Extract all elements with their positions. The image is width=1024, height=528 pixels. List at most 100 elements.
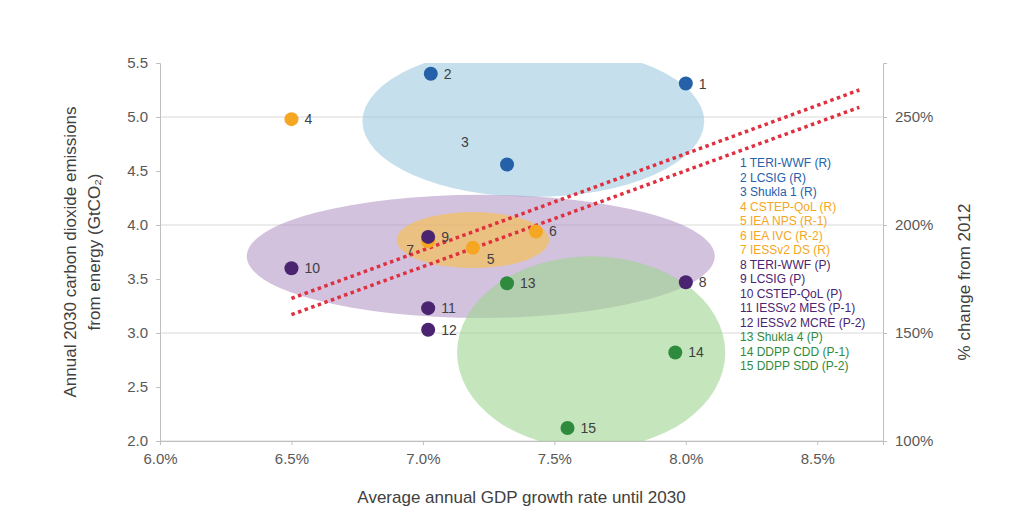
- tick-mark: [291, 441, 292, 445]
- legend-entry: 3 Shukla 1 (R): [740, 185, 817, 199]
- point-label: 7: [406, 242, 414, 258]
- legend-entry: 10 CSTEP-QoL (P): [740, 287, 842, 301]
- region-ellipse: [362, 63, 704, 197]
- tick-mark: [423, 441, 424, 445]
- tick-label: 2.5: [127, 378, 148, 395]
- tick-label: 4.0: [127, 216, 148, 233]
- tick-label: 3.0: [127, 324, 148, 341]
- tick-label: 6.5%: [275, 450, 309, 467]
- point: [421, 323, 435, 337]
- tick-label: 7.0%: [406, 450, 440, 467]
- point-label: 3: [461, 134, 469, 150]
- tick-mark: [883, 117, 887, 118]
- tick: 6.0%: [143, 441, 177, 467]
- point: [500, 158, 514, 172]
- axis-line: [156, 64, 161, 442]
- tick-label: 7.5%: [538, 450, 572, 467]
- point-label: 2: [444, 66, 452, 82]
- tick-mark: [156, 225, 160, 226]
- tick: 8.5%: [801, 441, 835, 467]
- y-axis: 2.0 2.5 3.0 3.5 4.0 4.5 5.0 5.5: [127, 54, 160, 449]
- y-axis-title: Annual 2030 carbon dioxide emissions: [61, 106, 80, 397]
- point-label: 4: [304, 111, 312, 127]
- legend-entry: 8 TERI-WWF (P): [740, 258, 830, 272]
- tick-label: 6.0%: [143, 450, 177, 467]
- legend-entry: 2 LCSIG (R): [740, 171, 806, 185]
- point: [561, 421, 575, 435]
- tick-label: 3.5: [127, 270, 148, 287]
- tick: 4.0: [127, 216, 160, 233]
- tick-mark: [156, 63, 160, 64]
- tick-mark: [817, 441, 818, 445]
- tick-mark: [156, 333, 160, 334]
- tick-label: 2.0: [127, 432, 148, 449]
- tick-label: 5.5: [127, 54, 148, 71]
- tick-label: 150%: [895, 324, 933, 341]
- legend-entry: 12 IESSv2 MCRE (P-2): [740, 316, 865, 330]
- tick: 3.5: [127, 270, 160, 287]
- point-label: 13: [520, 275, 536, 291]
- x-axis-title: Average annual GDP growth rate until 203…: [357, 488, 685, 507]
- point: [679, 275, 693, 289]
- legend: 1 TERI-WWF (R)2 LCSIG (R)3 Shukla 1 (R)4…: [740, 156, 865, 373]
- point-label: 11: [441, 300, 456, 316]
- region-ellipse: [457, 256, 725, 441]
- tick: 100%: [883, 432, 933, 449]
- point-label: 1: [699, 76, 707, 92]
- point-label: 6: [549, 223, 557, 239]
- point-label: 14: [688, 344, 704, 360]
- legend-entry: 9 LCSIG (P): [740, 272, 805, 286]
- chart-container: 1234567891011121314151 TERI-WWF (R)2 LCS…: [0, 0, 1024, 528]
- point-label: 12: [441, 322, 457, 338]
- tick: 7.0%: [406, 441, 440, 467]
- tick-mark: [156, 279, 160, 280]
- tick: 200%: [883, 216, 933, 233]
- tick-label: 5.0: [127, 108, 148, 125]
- point: [284, 112, 298, 126]
- tick: 5.5: [127, 54, 160, 71]
- legend-entry: 13 Shukla 4 (P): [740, 330, 823, 344]
- legend-entry: 6 IEA IVC (R-2): [740, 229, 823, 243]
- y2-axis: 100% 150% 200% 250%: [883, 64, 933, 450]
- tick: 4.5: [127, 162, 160, 179]
- tick: 2.5: [127, 378, 160, 395]
- legend-entry: 7 IESSv2 DS (R): [740, 243, 830, 257]
- tick-label: 250%: [895, 108, 933, 125]
- tick: 2.0: [127, 432, 160, 449]
- y-axis-title: from energy (GtCO₂): [85, 174, 104, 331]
- y2-axis-title: % change from 2012: [955, 204, 974, 361]
- point: [284, 261, 298, 275]
- tick: 150%: [883, 324, 933, 341]
- point-label: 9: [441, 229, 449, 245]
- point: [421, 301, 435, 315]
- point: [529, 224, 543, 238]
- tick: 3.0: [127, 324, 160, 341]
- point-label: 8: [699, 274, 707, 290]
- point-labels: 123456789101112131415: [304, 66, 706, 436]
- tick-mark: [156, 387, 160, 388]
- tick: 6.5%: [275, 441, 309, 467]
- trend-line: [291, 90, 859, 298]
- point: [466, 241, 480, 255]
- tick-label: 8.5%: [801, 450, 835, 467]
- tick-mark: [554, 441, 555, 445]
- point: [668, 345, 682, 359]
- tick-mark: [883, 441, 887, 442]
- tick-mark: [883, 225, 887, 226]
- legend-entry: 14 DDPP CDD (P-1): [740, 345, 849, 359]
- tick: 7.5%: [538, 441, 572, 467]
- legend-entry: 4 CSTEP-QoL (R): [740, 200, 836, 214]
- point-label: 5: [487, 251, 495, 267]
- point-label: 10: [304, 260, 320, 276]
- tick-mark: [686, 441, 687, 445]
- plot-area: [247, 63, 860, 441]
- axis-line: [161, 442, 884, 446]
- point: [421, 230, 435, 244]
- tick-label: 8.0%: [669, 450, 703, 467]
- x-axis: 6.0% 6.5% 7.0% 7.5% 8.0% 8.5%: [143, 441, 883, 467]
- tick: 250%: [883, 108, 933, 125]
- chart-svg: 1234567891011121314151 TERI-WWF (R)2 LCS…: [0, 0, 1024, 528]
- legend-entry: 5 IEA NPS (R-1): [740, 214, 827, 228]
- point-label: 15: [581, 420, 597, 436]
- trend-line: [291, 107, 859, 314]
